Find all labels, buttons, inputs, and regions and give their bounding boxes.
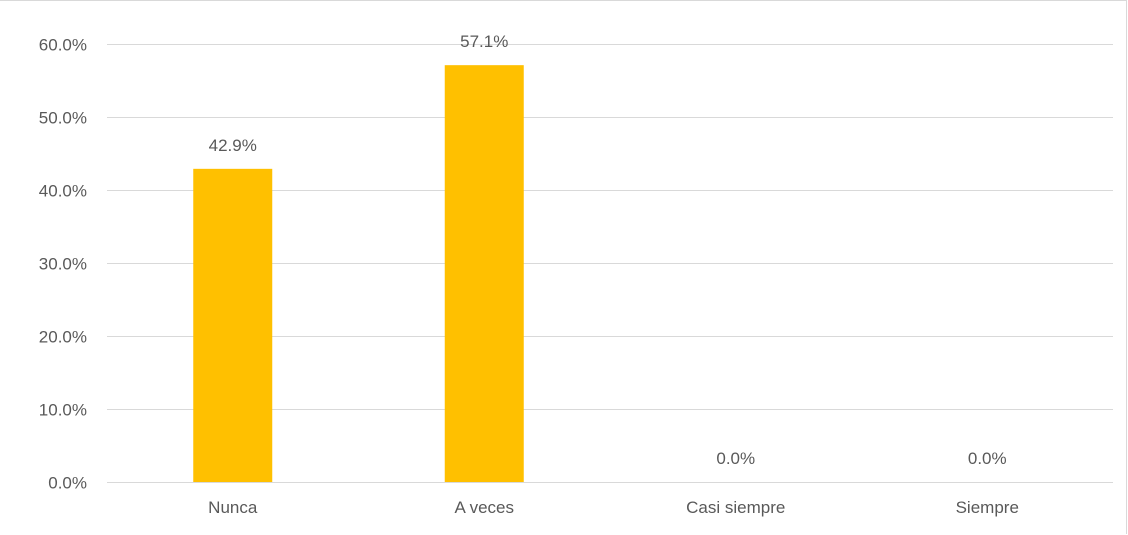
data-label: 0.0% — [716, 449, 755, 468]
data-label: 42.9% — [209, 136, 257, 155]
y-tick-label: 50.0% — [39, 109, 87, 128]
y-tick-label: 10.0% — [39, 401, 87, 420]
bar — [193, 168, 273, 482]
gridlines — [107, 44, 1113, 483]
bar — [444, 65, 524, 483]
data-label: 0.0% — [968, 449, 1007, 468]
data-label: 57.1% — [460, 32, 508, 51]
y-tick-label: 20.0% — [39, 328, 87, 347]
x-axis-category-labels: Nunca A veces Casi siempre Siempre — [208, 498, 1019, 517]
category-label: A veces — [454, 498, 514, 517]
category-label: Casi siempre — [686, 498, 785, 517]
category-label: Nunca — [208, 498, 258, 517]
data-labels: 42.9% 57.1% 0.0% 0.0% — [209, 32, 1007, 468]
y-tick-label: 40.0% — [39, 182, 87, 201]
y-tick-label: 0.0% — [48, 474, 87, 493]
y-tick-label: 30.0% — [39, 255, 87, 274]
y-axis-tick-labels: 0.0% 10.0% 20.0% 30.0% 40.0% 50.0% 60.0% — [39, 36, 87, 493]
category-label: Siempre — [956, 498, 1019, 517]
bars — [193, 65, 524, 483]
y-tick-label: 60.0% — [39, 36, 87, 55]
